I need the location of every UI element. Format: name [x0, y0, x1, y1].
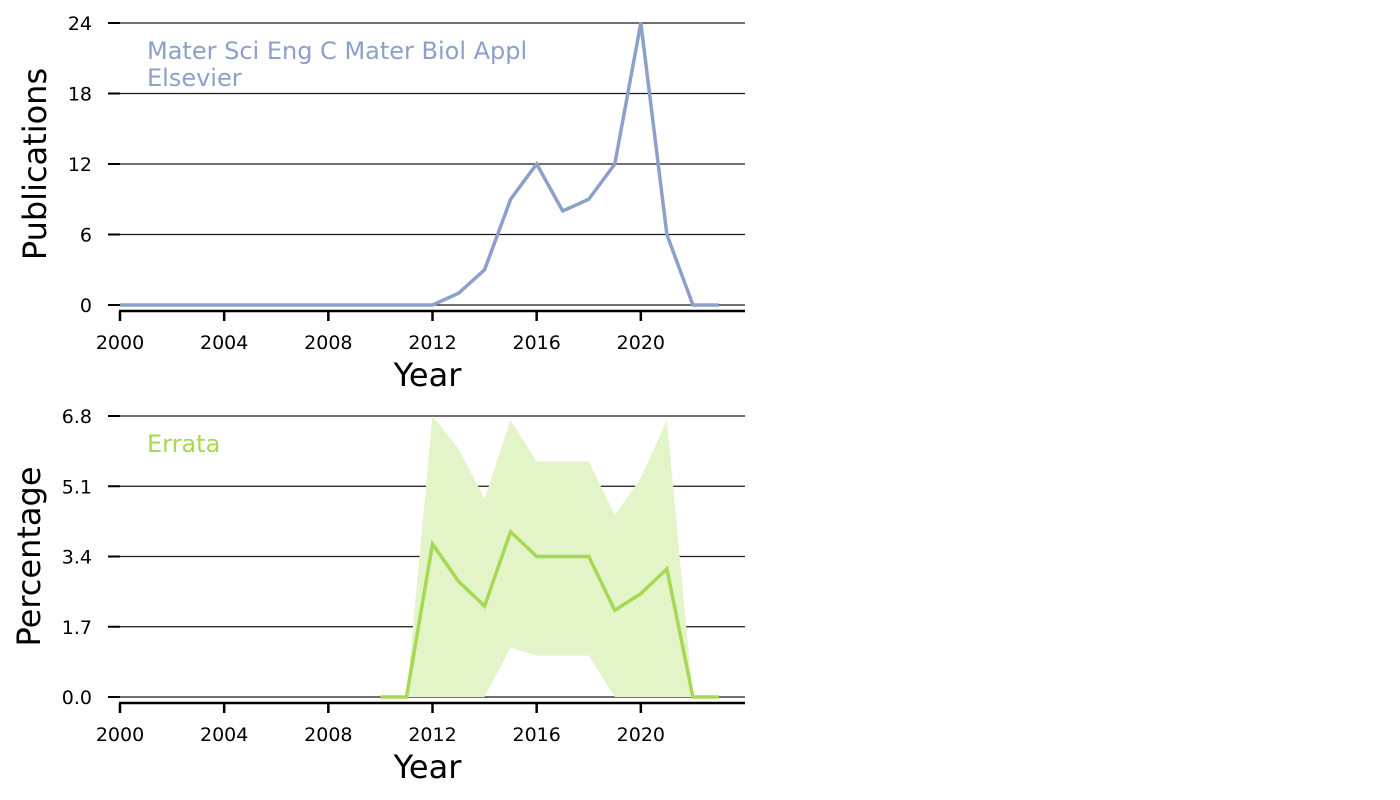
chart-annotation: Elsevier [147, 64, 242, 92]
y-tick-label: 12 [68, 154, 92, 176]
y-tick-label: 3.4 [62, 547, 92, 569]
x-tick-label: 2004 [200, 332, 248, 354]
publications-chart: 0 6 12 18 24 2000 2004 2008 2012 2016 2020 Year Publ… [16, 13, 745, 394]
y-tick-label: 6.8 [62, 406, 92, 428]
x-tick-label: 2016 [512, 332, 560, 354]
x-tick-label: 2004 [200, 724, 248, 746]
y-tick-label: 24 [68, 13, 92, 35]
x-tick-label: 2008 [304, 332, 352, 354]
y-axis-title: Percentage [10, 466, 48, 646]
series-line [120, 22, 719, 307]
y-tick-label: 0 [80, 295, 92, 317]
x-axis-title: Year [393, 356, 463, 394]
y-tick-label: 6 [80, 225, 92, 247]
chart-annotation: Errata [147, 430, 220, 458]
series-line [380, 528, 719, 699]
y-axis-title: Publications [16, 68, 54, 260]
chart-annotation: Mater Sci Eng C Mater Biol Appl [147, 37, 527, 65]
x-axis-title: Year [393, 748, 463, 786]
y-tick-label: 18 [68, 84, 92, 106]
x-tick-label: 2000 [96, 724, 144, 746]
y-tick-label: 0.0 [62, 687, 92, 709]
x-tick-label: 2000 [96, 332, 144, 354]
x-tick-label: 2012 [408, 332, 456, 354]
x-tick-label: 2012 [408, 724, 456, 746]
x-tick-label: 2008 [304, 724, 352, 746]
x-tick-label: 2020 [617, 332, 665, 354]
x-tick-label: 2016 [512, 724, 560, 746]
x-tick-label: 2020 [617, 724, 665, 746]
y-tick-label: 1.7 [62, 617, 92, 639]
y-tick-label: 5.1 [62, 476, 92, 498]
errata-percentage-chart: 0.0 1.7 3.4 5.1 6.8 2000 2004 2008 2012 2016 2020 Y… [10, 406, 745, 786]
